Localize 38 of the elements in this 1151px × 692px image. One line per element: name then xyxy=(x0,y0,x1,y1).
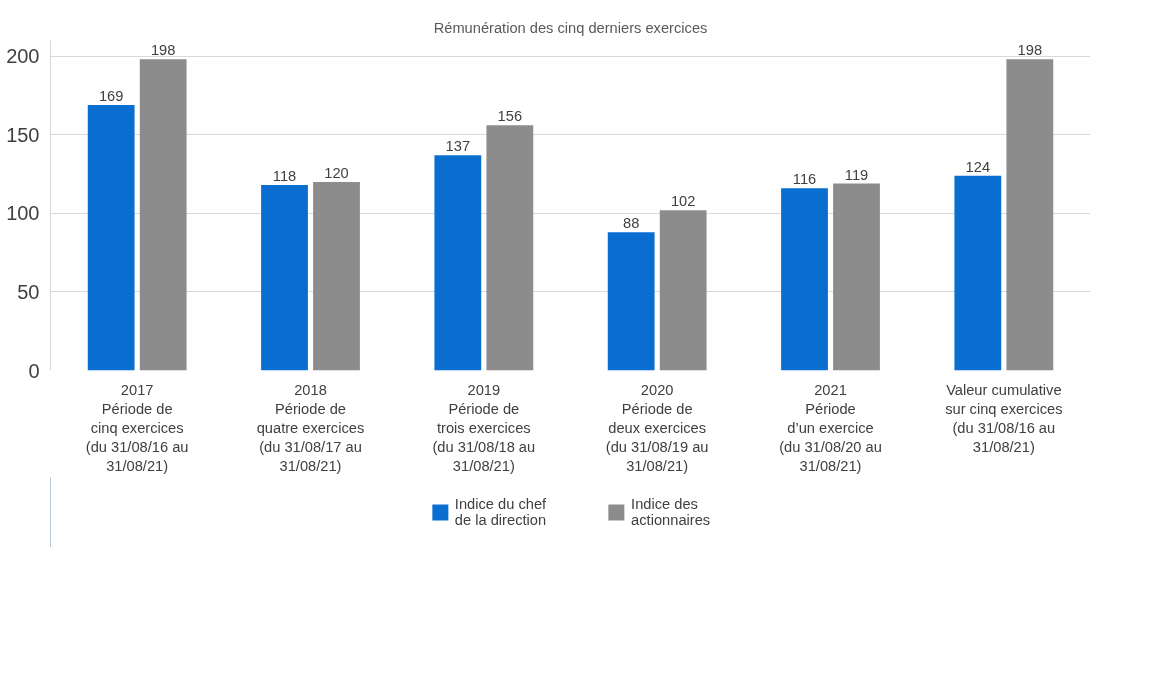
bar xyxy=(139,59,187,371)
legend-label: Indice des actionnaires xyxy=(631,496,711,528)
data-label: 116 xyxy=(792,171,817,188)
bar xyxy=(781,188,828,371)
bar xyxy=(486,125,534,371)
data-label: 198 xyxy=(1017,42,1043,59)
y-tick-label: 50 xyxy=(17,280,40,303)
data-label: 88 xyxy=(623,215,640,232)
x-tick-label: Valeur cumulative sur cinq exercices (du 31/08/16 au 31/08/21) xyxy=(945,381,1063,456)
data-label: 156 xyxy=(497,108,523,125)
bar xyxy=(833,183,880,371)
data-label: 137 xyxy=(445,138,471,155)
bar xyxy=(87,104,135,371)
x-tick-label: 2018 Période de quatre exercices (du 31/08/17 au 31/08/21) xyxy=(256,381,365,475)
data-label: 124 xyxy=(965,158,991,175)
bar xyxy=(434,155,482,371)
bar xyxy=(607,232,655,371)
x-tick-label: 2019 Période de trois exercices (du 31/08/18 au 31/08/21) xyxy=(432,381,536,475)
y-tick-label: 200 xyxy=(6,45,40,68)
legend-label: Indice du chef de la direction xyxy=(454,496,547,528)
bar xyxy=(261,185,308,371)
y-tick-label: 0 xyxy=(28,359,40,382)
data-label: 198 xyxy=(150,42,176,59)
data-label: 118 xyxy=(272,168,297,185)
chart-title: Rémunération des cinq derniers exercices xyxy=(433,19,708,36)
bar xyxy=(1006,59,1054,371)
bar xyxy=(954,175,1002,371)
bar xyxy=(659,210,707,371)
bar xyxy=(313,181,360,371)
data-label: 102 xyxy=(670,193,696,210)
x-tick-label: 2017 Période de cinq exercices (du 31/08/16 au 31/08/21) xyxy=(85,381,189,475)
data-label: 120 xyxy=(324,164,349,181)
y-tick-label: 150 xyxy=(6,123,40,146)
x-tick-label: 2021 Période d’un exercice (du 31/08/20 au 31/08/21) xyxy=(779,381,882,475)
data-label: 119 xyxy=(844,166,869,183)
data-label: 169 xyxy=(98,87,124,104)
y-tick-label: 100 xyxy=(6,202,40,225)
x-tick-label: 2020 Période de deux exercices (du 31/08/19 au 31/08/21) xyxy=(605,381,709,475)
